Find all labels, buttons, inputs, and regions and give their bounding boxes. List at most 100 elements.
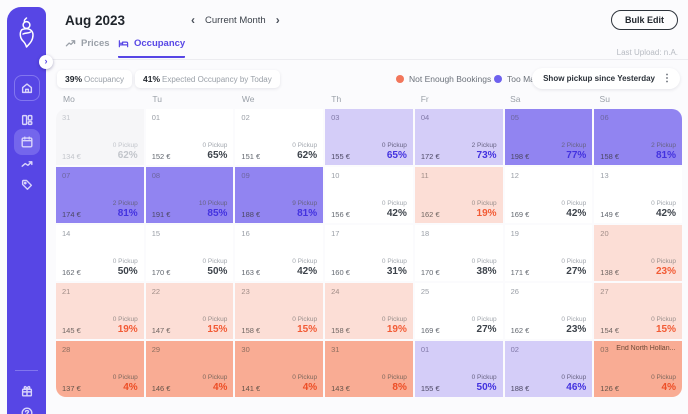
price-value: 147 €: [151, 326, 171, 335]
pickup-count: 0 Pickup: [112, 316, 138, 323]
calendar-day-cell[interactable]: 13 0 Pickup 42% 149 €: [594, 167, 682, 223]
calendar-day-cell[interactable]: 31 0 Pickup 62% 134 €: [56, 109, 144, 165]
pickup-count: 0 Pickup: [561, 200, 587, 207]
sidebar-item-analytics[interactable]: [14, 151, 40, 177]
occupancy-stat-badge: 39% Occupancy: [57, 70, 133, 88]
occupancy-percent: 4%: [661, 382, 676, 393]
calendar-day-cell[interactable]: 11 0 Pickup 19% 162 €: [414, 167, 503, 223]
day-number: 02: [510, 345, 519, 354]
occupancy-percent: 19%: [386, 324, 407, 335]
weekday-label: Th: [331, 94, 342, 104]
not-enough-bookings-label: Not Enough Bookings: [409, 74, 492, 84]
sidebar-item-dashboard[interactable]: [14, 107, 40, 133]
calendar-day-cell[interactable]: 05 2 Pickup 77% 198 €: [504, 109, 593, 165]
calendar-day-cell[interactable]: 21 0 Pickup 19% 145 €: [56, 283, 144, 339]
calendar-day-cell[interactable]: 07 2 Pickup 81% 174 €: [56, 167, 144, 223]
day-number: 06: [600, 113, 609, 122]
expected-occupancy-stat-badge: 41% Expected Occupancy by Today: [135, 70, 280, 88]
day-number: 25: [420, 287, 430, 296]
tab-occupancy[interactable]: Occupancy: [118, 38, 186, 58]
price-value: 162 €: [420, 210, 440, 219]
price-value: 162 €: [62, 268, 81, 277]
calendar-day-cell[interactable]: 31 0 Pickup 8% 143 €: [325, 341, 413, 397]
calendar-day-cell[interactable]: 09 9 Pickup 81% 188 €: [235, 167, 324, 223]
bulk-edit-button[interactable]: Bulk Edit: [610, 10, 678, 30]
dashboard-icon: [21, 114, 33, 126]
day-number: 09: [241, 171, 250, 180]
calendar-day-cell[interactable]: 14 0 Pickup 50% 162 €: [56, 225, 144, 281]
price-value: 169 €: [420, 326, 440, 335]
calendar-day-cell[interactable]: 25 0 Pickup 27% 169 €: [414, 283, 503, 339]
pickup-count: 0 Pickup: [381, 142, 407, 149]
occupancy-stat-value: 39%: [65, 74, 83, 84]
calendar-day-cell[interactable]: 23 0 Pickup 15% 158 €: [235, 283, 324, 339]
sidebar-divider: [15, 370, 38, 371]
occupancy-percent: 65%: [207, 150, 228, 161]
calendar-day-cell[interactable]: 20 0 Pickup 23% 138 €: [594, 225, 682, 281]
calendar-day-cell[interactable]: 01 0 Pickup 65% 152 €: [145, 109, 234, 165]
month-navigation: ‹ Current Month ›: [191, 14, 280, 26]
sidebar-item-home[interactable]: [13, 75, 40, 101]
topbar: Aug 2023 ‹ Current Month › ⋮ Bulk Edit: [46, 0, 688, 38]
price-value: 155 €: [420, 384, 440, 393]
calendar-day-cell[interactable]: 06 2 Pickup 81% 158 €: [594, 109, 682, 165]
help-icon: [20, 407, 33, 414]
pickup-filter-kebab-icon: ⋮: [662, 73, 672, 84]
sidebar-expand-button[interactable]: ›: [39, 55, 53, 69]
calendar-day-cell[interactable]: 30 0 Pickup 4% 141 €: [235, 341, 324, 397]
tag-icon: [21, 179, 32, 190]
occupancy-percent: 42%: [386, 208, 407, 219]
occupancy-percent: 42%: [566, 208, 587, 219]
expected-stat-value: 41%: [143, 74, 161, 84]
pickup-count: 0 Pickup: [651, 258, 676, 265]
price-value: 126 €: [600, 384, 620, 393]
calendar-day-cell[interactable]: 16 0 Pickup 42% 163 €: [235, 225, 324, 281]
price-value: 174 €: [62, 210, 81, 219]
calendar-day-cell[interactable]: 29 0 Pickup 4% 146 €: [145, 341, 234, 397]
calendar-day-cell[interactable]: 24 0 Pickup 19% 158 €: [325, 283, 413, 339]
tab-occupancy-label: Occupancy: [134, 38, 186, 49]
day-number: 04: [420, 113, 430, 122]
sidebar-item-whats-new[interactable]: [14, 378, 40, 404]
calendar-day-cell[interactable]: 03 0 Pickup 65% 155 €: [325, 109, 413, 165]
calendar-day-cell[interactable]: 02 0 Pickup 46% 188 €: [504, 341, 593, 397]
calendar-day-cell[interactable]: 28 0 Pickup 4% 137 €: [56, 341, 144, 397]
sidebar-item-pricing-tags[interactable]: [14, 171, 40, 197]
occupancy-percent: 46%: [566, 382, 587, 393]
calendar-day-cell[interactable]: 15 0 Pickup 50% 170 €: [145, 225, 234, 281]
sidebar-item-calendar[interactable]: [13, 129, 40, 155]
prev-month-button[interactable]: ‹: [191, 13, 195, 27]
day-number: 16: [241, 229, 250, 238]
occupancy-percent: 19%: [476, 208, 497, 219]
home-icon: [21, 83, 32, 94]
pickup-count: 0 Pickup: [112, 142, 138, 149]
price-value: 171 €: [510, 268, 530, 277]
occupancy-percent: 81%: [655, 150, 676, 161]
page-title: Aug 2023: [65, 13, 126, 28]
calendar-day-cell[interactable]: 03 End North Hollan... 0 Pickup 4% 126 €: [594, 341, 682, 397]
calendar-day-cell[interactable]: 04 2 Pickup 73% 172 €: [414, 109, 503, 165]
next-month-button[interactable]: ›: [275, 13, 280, 27]
calendar-day-cell[interactable]: 19 0 Pickup 27% 171 €: [504, 225, 593, 281]
occupancy-percent: 81%: [117, 208, 138, 219]
calendar-day-cell[interactable]: 17 0 Pickup 31% 160 €: [325, 225, 413, 281]
calendar-day-cell[interactable]: 08 10 Pickup 85% 191 €: [145, 167, 234, 223]
calendar-day-cell[interactable]: 26 0 Pickup 23% 162 €: [504, 283, 593, 339]
calendar-day-cell[interactable]: 10 0 Pickup 42% 156 €: [325, 167, 413, 223]
calendar-day-cell[interactable]: 02 0 Pickup 62% 151 €: [235, 109, 324, 165]
calendar-day-cell[interactable]: 22 0 Pickup 15% 147 €: [145, 283, 234, 339]
pickup-count: 2 Pickup: [471, 142, 497, 149]
sidebar-item-help[interactable]: [14, 400, 40, 414]
pickup-filter-dropdown[interactable]: Show pickup since Yesterday ⋮: [532, 68, 680, 89]
occupancy-percent: 4%: [302, 382, 318, 393]
price-value: 137 €: [62, 384, 81, 393]
occupancy-percent: 4%: [212, 382, 228, 393]
weekday-label: Mo: [63, 94, 75, 104]
calendar-day-cell[interactable]: 18 0 Pickup 38% 170 €: [414, 225, 503, 281]
month-filter-dropdown[interactable]: Current Month: [205, 14, 266, 26]
calendar-day-cell[interactable]: 01 0 Pickup 50% 155 €: [414, 341, 503, 397]
calendar-day-cell[interactable]: 27 0 Pickup 15% 154 €: [594, 283, 682, 339]
tab-prices[interactable]: Prices: [65, 38, 110, 56]
calendar-day-cell[interactable]: 12 0 Pickup 42% 169 €: [504, 167, 593, 223]
sidebar: ›: [7, 7, 53, 414]
